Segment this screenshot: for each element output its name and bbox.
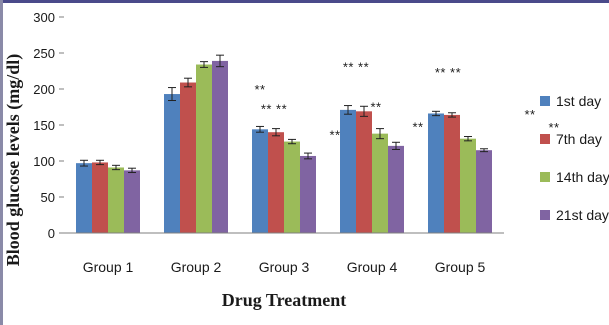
y-tick-label: 0 — [48, 226, 55, 241]
y-tick-label: 200 — [33, 82, 55, 97]
bar — [92, 162, 108, 233]
legend-label: 1st day — [556, 93, 601, 109]
error-bar — [184, 77, 192, 88]
legend-item: 1st day — [540, 93, 601, 109]
bar — [300, 155, 316, 233]
bar — [388, 145, 404, 233]
category-labels: Group 1 Group 2 Group 3 Group 4 Group 5 — [83, 259, 486, 275]
error-bar — [480, 148, 488, 153]
bar — [428, 113, 444, 233]
error-bar — [360, 105, 368, 117]
legend-label: 14th day — [556, 169, 609, 185]
y-axis-title: Blood glucose levels (mg/dl) — [3, 54, 24, 267]
bar — [252, 129, 268, 233]
bar — [108, 167, 124, 233]
bar — [164, 94, 180, 233]
bar — [372, 133, 388, 233]
error-bar — [216, 54, 224, 68]
top-border — [0, 0, 609, 3]
error-bar — [344, 105, 352, 115]
significance-label: ** ** — [435, 65, 461, 80]
legend-swatch — [540, 134, 550, 144]
y-tick-label: 100 — [33, 154, 55, 169]
error-bar — [392, 141, 400, 150]
bar — [284, 141, 300, 233]
legend-swatch — [540, 210, 550, 220]
bar — [76, 163, 92, 233]
bar — [476, 150, 492, 233]
significance-label: ** — [254, 82, 265, 97]
bar — [460, 138, 476, 233]
x-tick-label: Group 5 — [435, 259, 486, 275]
bar — [340, 109, 356, 233]
y-axis-ticks: 0 50 100 150 200 250 300 — [33, 10, 64, 241]
legend-item: 14th day — [540, 169, 609, 185]
y-tick-label: 250 — [33, 46, 55, 61]
legend-swatch — [540, 172, 550, 182]
error-bar — [112, 164, 120, 171]
x-tick-label: Group 3 — [259, 259, 310, 275]
bar — [356, 111, 372, 233]
legend-swatch — [540, 96, 550, 106]
bar — [180, 82, 196, 234]
x-axis-title: Drug Treatment — [222, 290, 346, 310]
y-tick-label: 50 — [41, 190, 55, 205]
error-bar — [464, 136, 472, 142]
bar — [444, 114, 460, 233]
significance-label: ** — [412, 119, 423, 134]
x-tick-label: Group 2 — [171, 259, 222, 275]
significance-label: ** — [548, 120, 559, 135]
significance-label: ** ** — [343, 60, 369, 75]
bar — [212, 60, 228, 233]
error-bar — [304, 152, 312, 160]
significance-label: ** ** — [261, 101, 287, 116]
legend-item: 21st day — [540, 207, 609, 223]
bar — [124, 170, 140, 233]
error-bar — [432, 110, 440, 117]
error-bar — [272, 128, 280, 137]
error-bar — [376, 128, 384, 140]
error-bar — [168, 87, 176, 102]
significance-label: ** — [370, 99, 381, 114]
bar-groups — [76, 54, 492, 234]
y-tick-label: 150 — [33, 118, 55, 133]
significance-label: ** — [329, 127, 340, 142]
error-bar — [448, 112, 456, 118]
y-tick-label: 300 — [33, 10, 55, 25]
legend: 1st day 7th day 14th day 21st day — [540, 93, 609, 223]
error-bar — [128, 167, 136, 174]
legend-label: 7th day — [556, 131, 602, 147]
error-bar — [200, 61, 208, 68]
significance-label: ** — [524, 107, 535, 122]
x-tick-label: Group 4 — [347, 259, 398, 275]
error-bar — [96, 159, 104, 166]
error-bar — [80, 159, 88, 167]
left-border — [0, 0, 3, 325]
bar — [196, 64, 212, 234]
legend-label: 21st day — [556, 207, 609, 223]
significance-annotations: ** ** ** ** ** ** ** ** ** ** ** ** — [254, 60, 559, 143]
legend-item: 7th day — [540, 131, 602, 147]
bar — [268, 132, 284, 233]
error-bar — [288, 138, 296, 145]
error-bar — [256, 125, 264, 133]
x-tick-label: Group 1 — [83, 259, 134, 275]
